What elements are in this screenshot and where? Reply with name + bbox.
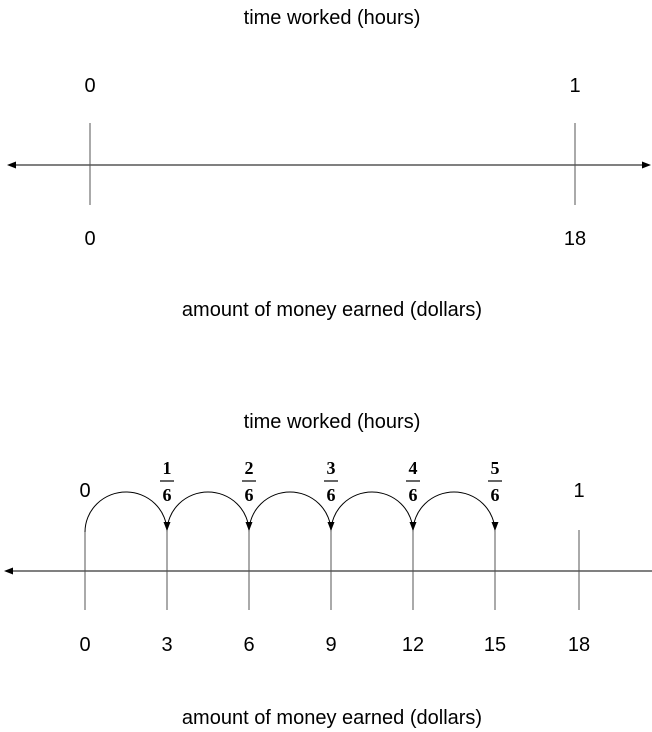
fraction-denominator: 6 bbox=[327, 485, 336, 505]
bottom-line-dollars-label: 3 bbox=[161, 634, 172, 656]
bottom-line-dollars-label: 15 bbox=[484, 634, 506, 656]
top-line-money-title: amount of money earned (dollars) bbox=[182, 299, 482, 321]
top-number-line: time worked (hours) 0 1 0 18 amount of m… bbox=[7, 7, 651, 321]
bottom-line-hours-label-end: 1 bbox=[573, 480, 584, 502]
fraction-1-6: 1 6 bbox=[160, 458, 174, 505]
top-line-right-arrowhead bbox=[642, 161, 651, 169]
fraction-4-6: 4 6 bbox=[406, 458, 420, 505]
top-line-time-title: time worked (hours) bbox=[244, 7, 421, 29]
top-line-dollars-label-end: 18 bbox=[564, 228, 586, 250]
bottom-line-hours-label-start: 0 bbox=[79, 480, 90, 502]
bottom-line-money-title: amount of money earned (dollars) bbox=[182, 707, 482, 729]
top-line-hours-label-start: 0 bbox=[84, 75, 95, 97]
fraction-2-6: 2 6 bbox=[242, 458, 256, 505]
bottom-line-dollars-label: 12 bbox=[402, 634, 424, 656]
jump-arc-5 bbox=[412, 491, 496, 533]
bottom-number-line: time worked (hours) 0 1 6 2 6 3 6 4 6 5 … bbox=[4, 411, 652, 729]
bottom-line-left-arrowhead bbox=[4, 567, 13, 575]
fraction-5-6: 5 6 bbox=[488, 458, 502, 505]
fraction-numerator: 2 bbox=[245, 458, 254, 478]
fraction-denominator: 6 bbox=[163, 485, 172, 505]
bottom-line-dollars-label: 9 bbox=[325, 634, 336, 656]
bottom-line-dollars-label: 6 bbox=[243, 634, 254, 656]
fraction-numerator: 3 bbox=[327, 458, 336, 478]
fraction-numerator: 1 bbox=[163, 458, 172, 478]
top-line-dollars-label-start: 0 bbox=[84, 228, 95, 250]
fraction-denominator: 6 bbox=[409, 485, 418, 505]
jump-arc-1 bbox=[84, 491, 168, 533]
jump-arc-4 bbox=[330, 491, 414, 533]
fraction-3-6: 3 6 bbox=[324, 458, 338, 505]
fraction-numerator: 4 bbox=[409, 458, 418, 478]
top-line-left-arrowhead bbox=[7, 161, 16, 169]
jump-arc-5-arrowhead bbox=[491, 522, 499, 531]
bottom-line-dollars-label: 0 bbox=[79, 634, 90, 656]
fraction-numerator: 5 bbox=[491, 458, 500, 478]
bottom-line-dollars-label: 18 bbox=[568, 634, 590, 656]
jump-arc-2 bbox=[166, 491, 250, 533]
bottom-line-time-title: time worked (hours) bbox=[244, 411, 421, 433]
top-line-hours-label-end: 1 bbox=[569, 75, 580, 97]
fraction-denominator: 6 bbox=[245, 485, 254, 505]
jump-arc-3 bbox=[248, 491, 332, 533]
fraction-denominator: 6 bbox=[491, 485, 500, 505]
